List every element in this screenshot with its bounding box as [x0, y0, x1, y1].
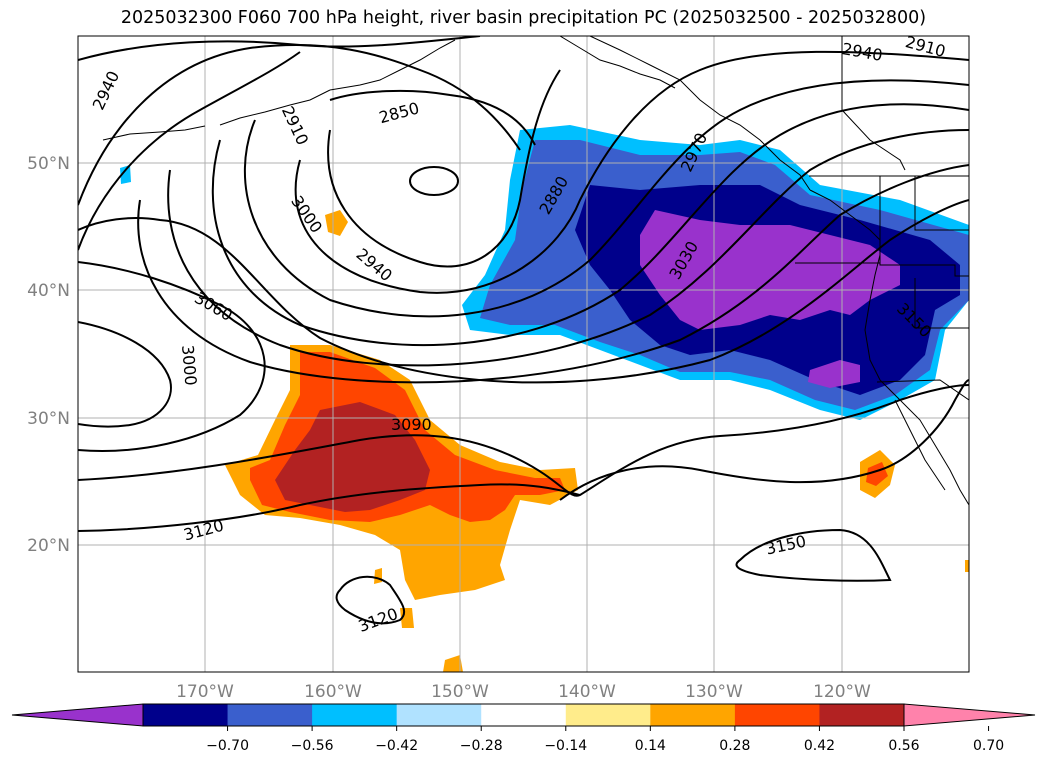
lon-label: 140°W: [558, 682, 616, 702]
lon-label: 120°W: [813, 682, 871, 702]
lat-label: 50°N: [27, 154, 70, 174]
lat-label: 40°N: [27, 281, 70, 301]
colorbar-bin: [396, 704, 482, 726]
colorbar-tick-label: 0.56: [888, 738, 919, 754]
colorbar-tick-label: 0.42: [804, 738, 835, 754]
colorbar-bin: [819, 704, 905, 726]
colorbar: −0.70 −0.56 −0.42 −0.28 −0.14 0.14 0.28 0.42 0.5…: [11, 703, 1036, 754]
colorbar-tick-label: −0.42: [375, 738, 418, 754]
lat-label: 20°N: [27, 536, 70, 556]
colorbar-tick-label: −0.28: [460, 738, 503, 754]
map-title: 2025032300 F060 700 hPa height, river ba…: [120, 8, 927, 28]
lon-label: 130°W: [685, 682, 743, 702]
height-contours: [78, 36, 969, 625]
colorbar-tick-label: −0.14: [544, 738, 587, 754]
colorbar-bin: [143, 704, 229, 726]
lon-label: 150°W: [431, 682, 489, 702]
colorbar-tick-label: −0.70: [206, 738, 249, 754]
colorbar-frame: [142, 703, 905, 727]
lon-label: 170°W: [176, 682, 234, 702]
map-frame: [77, 35, 970, 673]
colorbar-tick-label: 0.70: [973, 738, 1004, 754]
graticule: [78, 36, 969, 672]
colorbar-tick-label: −0.56: [291, 738, 334, 754]
colorbar-bin: [650, 704, 736, 726]
colorbar-tick-label: 0.14: [635, 738, 666, 754]
coastlines: [102, 36, 969, 506]
contour-label: 3000: [178, 344, 200, 386]
colorbar-right-extension: [903, 703, 1036, 727]
colorbar-bin: [227, 704, 313, 726]
colorbar-bin: [481, 704, 567, 726]
lon-label: 160°W: [304, 682, 362, 702]
colorbar-left-extension: [11, 703, 144, 727]
colorbar-bin: [565, 704, 651, 726]
longitude-labels: 170°W 160°W 150°W 140°W 130°W 120°W: [176, 682, 871, 702]
map-panel: 2940 2910 2850 2940 2910 2970 2880 3000 …: [78, 36, 969, 672]
colorbar-tick-label: 0.28: [719, 738, 750, 754]
colorbar-bin: [734, 704, 820, 726]
lat-label: 30°N: [27, 409, 70, 429]
positive-pc-shading: [225, 210, 969, 672]
contour-label: 3090: [391, 415, 432, 434]
colorbar-bin: [312, 704, 398, 726]
latitude-labels: 50°N 40°N 30°N 20°N: [27, 154, 70, 556]
